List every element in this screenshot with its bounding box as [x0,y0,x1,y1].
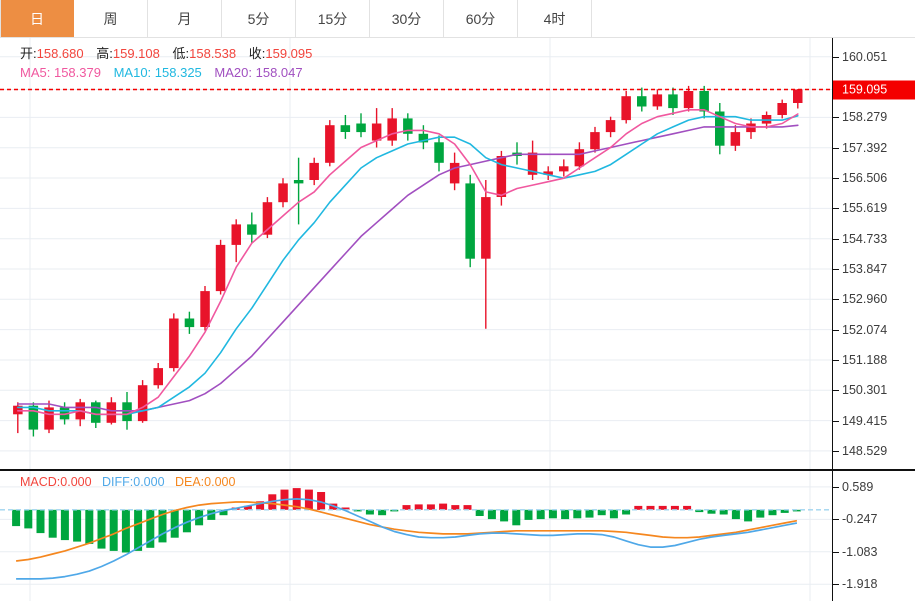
macd-axis-label: -0.247 [842,512,878,527]
open-label: 开: [20,46,37,61]
current-price-badge: 159.095 [833,80,915,99]
price-axis-tick [833,420,839,422]
ma10-value: 158.325 [154,65,202,80]
candlestick-plot[interactable] [0,38,832,469]
tabbar-filler [592,0,915,37]
diff-label: DIFF: [102,475,134,489]
price-axis-label: 153.847 [842,262,888,276]
macd-plot[interactable] [0,471,832,601]
ohlc-readout: 开:158.680 高:159.108 低:158.538 收:159.095 … [20,44,312,82]
close-label: 收: [248,46,266,61]
tab-day[interactable]: 日 [0,0,74,37]
tab-label: 5分 [247,10,270,27]
ma5-label: MA5: [20,65,51,80]
price-axis-label: 157.392 [842,140,888,155]
timeframe-tabbar: 日 周 月 5分 15分 30分 60分 4时 [0,0,915,38]
price-axis-label: 148.529 [842,443,888,458]
price-axis-tick [833,208,839,210]
tab-label: 60分 [465,10,496,27]
macd-axis-label: -1.918 [842,577,878,592]
price-axis-label: 156.506 [842,171,888,185]
price-axis-tick [833,117,839,119]
price-axis-tick [833,56,839,58]
tab-15min[interactable]: 15分 [296,0,370,37]
price-axis-tick [833,147,839,149]
ohlc-row: 开:158.680 高:159.108 低:158.538 收:159.095 [20,44,312,63]
price-axis-label: 154.733 [842,231,888,246]
macd-readout: MACD:0.000 DIFF:0.000 DEA:0.000 [20,475,235,489]
price-axis-label: 152.074 [842,322,888,337]
dea-label: DEA: [174,475,205,489]
price-axis-tick [833,450,839,452]
price-axis-tick [833,269,839,270]
macd-axis-tick [833,486,839,488]
close-value: 159.095 [265,46,313,61]
diff-value: 0.000 [133,475,165,489]
price-chart-panel: 开:158.680 高:159.108 低:158.538 收:159.095 … [0,38,915,469]
macd-label: MACD: [20,475,61,489]
price-axis-label: 158.279 [842,110,888,125]
price-axis-tick [833,360,839,361]
price-axis-label: 149.415 [842,413,888,428]
tab-label: 日 [30,10,44,27]
low-label: 低: [172,46,190,61]
tab-5min[interactable]: 5分 [222,0,296,37]
price-axis-tick [833,299,839,301]
price-axis-label: 152.960 [842,292,888,307]
tab-week[interactable]: 周 [74,0,148,37]
ma20-value: 158.047 [255,65,303,80]
ma20-label: MA20: [214,65,252,80]
ma-row: MA5: 158.379 MA10: 158.325 MA20: 158.047 [20,63,312,82]
price-axis-label: 151.188 [842,353,888,367]
dea-value: 0.000 [204,475,236,489]
macd-axis-tick [833,519,839,521]
ma10-label: MA10: [113,65,152,80]
tab-30min[interactable]: 30分 [370,0,444,37]
tab-label: 周 [103,10,118,27]
macd-axis-label: 0.589 [842,479,874,494]
price-axis: 160.051 159.095 158.279 157.392 156.506 155.6… [832,38,915,469]
macd-axis: 0.589 -0.247 -1.083 -1.918 [832,471,915,601]
high-value: 159.108 [112,46,160,61]
price-axis-tick [833,390,839,392]
tab-label: 15分 [317,10,348,27]
tab-label: 4时 [543,10,566,27]
tab-month[interactable]: 月 [148,0,222,37]
price-axis-label: 155.619 [842,201,888,216]
price-axis-label: 150.301 [842,383,888,398]
macd-axis-label: -1.083 [842,544,878,559]
tab-4hour[interactable]: 4时 [518,0,592,37]
low-value: 158.538 [189,46,237,61]
macd-axis-tick [833,551,839,553]
ma5-value: 158.379 [53,65,101,80]
high-label: 高: [96,46,113,61]
macd-value: 0.000 [60,475,92,489]
price-axis-tick [833,329,839,331]
tab-label: 30分 [391,10,422,27]
open-value: 158.680 [36,46,84,61]
macd-axis-tick [833,584,839,586]
macd-panel: MACD:0.000 DIFF:0.000 DEA:0.000 0.589 -0.… [0,469,915,601]
price-axis-tick [833,238,839,240]
price-axis-tick [833,178,839,179]
price-axis-label: 160.051 [842,49,888,64]
tab-label: 月 [177,10,192,27]
tab-60min[interactable]: 60分 [444,0,518,37]
